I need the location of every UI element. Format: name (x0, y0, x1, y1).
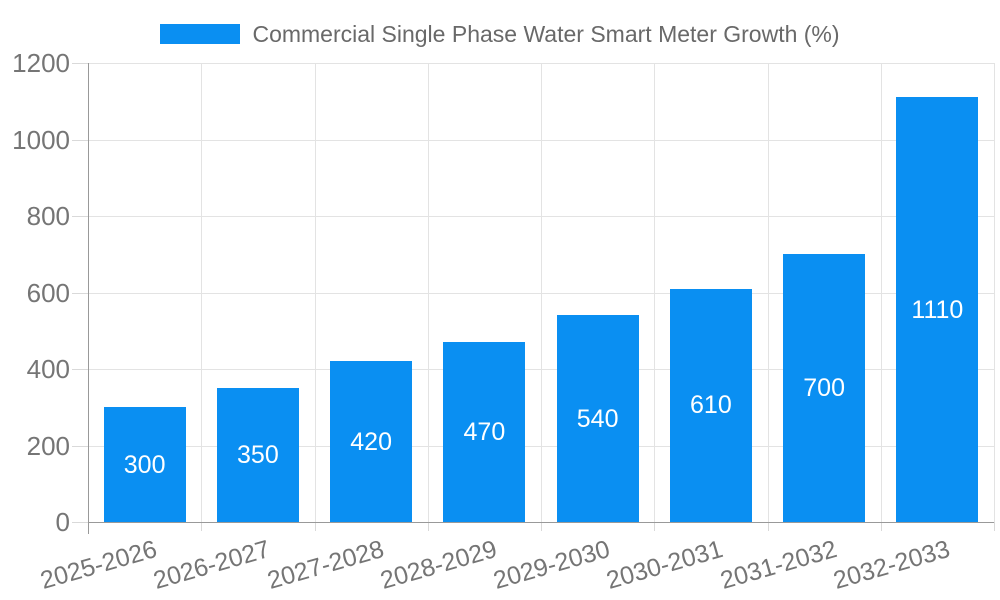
y-tick-label: 800 (26, 201, 70, 231)
y-axis-line (88, 63, 89, 523)
x-category-label: 2027-2028 (263, 535, 387, 595)
bar[interactable]: 350 (216, 388, 299, 522)
legend[interactable]: Commercial Single Phase Water Smart Mete… (0, 22, 1000, 46)
bar-value-label: 700 (803, 374, 845, 403)
x-category-label: 2029-2030 (490, 535, 614, 595)
y-tick-mark (72, 139, 88, 141)
legend-swatch (160, 24, 241, 44)
x-tick-mark (314, 522, 316, 531)
x-tick-mark (541, 522, 542, 531)
bar-value-label: 420 (350, 427, 392, 456)
y-tick-label: 600 (26, 277, 70, 308)
y-tick-label: 1200 (12, 48, 70, 78)
gridline-vertical (654, 63, 656, 522)
x-category-label: 2030-2031 (603, 535, 727, 595)
y-tick-mark (72, 63, 88, 64)
bar[interactable]: 300 (103, 407, 186, 522)
gridline-vertical (880, 63, 882, 522)
x-category-label: 2032-2033 (830, 535, 953, 595)
x-tick-mark (994, 522, 995, 531)
x-axis-line (88, 522, 994, 523)
bar[interactable]: 700 (783, 254, 866, 522)
x-category-label: 2026-2027 (150, 535, 274, 595)
x-tick-mark (767, 522, 769, 531)
y-tick-mark (72, 445, 88, 447)
bar[interactable]: 610 (669, 288, 752, 522)
bar[interactable]: 470 (443, 342, 526, 522)
y-tick-mark (72, 369, 88, 370)
bar-value-label: 350 (237, 441, 279, 470)
x-tick-mark (427, 522, 429, 531)
y-tick-label: 1000 (12, 124, 70, 155)
x-tick-mark (88, 522, 89, 534)
gridline-vertical (201, 63, 203, 522)
gridline-vertical (767, 63, 769, 522)
gridline-vertical (427, 63, 429, 522)
x-tick-mark (201, 522, 203, 531)
gridline-vertical (994, 63, 995, 522)
gridline-vertical (541, 63, 542, 522)
x-category-label: 2025-2026 (37, 535, 161, 595)
bar-value-label: 470 (463, 418, 506, 447)
gridline-vertical (314, 63, 316, 522)
y-tick-mark (72, 292, 88, 294)
x-category-label: 2031-2032 (716, 535, 840, 595)
bar[interactable]: 420 (330, 361, 413, 522)
bar-value-label: 1110 (911, 295, 964, 324)
x-tick-mark (880, 522, 882, 531)
y-tick-label: 200 (26, 430, 70, 461)
legend-label: Commercial Single Phase Water Smart Mete… (252, 21, 840, 47)
bar-value-label: 610 (690, 391, 732, 420)
bar[interactable]: 1110 (896, 97, 979, 522)
bar-value-label: 540 (576, 404, 619, 433)
y-tick-mark (72, 216, 88, 217)
x-category-label: 2028-2029 (377, 535, 500, 595)
bar-value-label: 300 (123, 450, 166, 479)
y-tick-mark (72, 522, 88, 523)
x-tick-mark (654, 522, 656, 531)
bar[interactable]: 540 (556, 315, 639, 522)
y-tick-label: 0 (55, 507, 70, 537)
y-tick-label: 400 (26, 354, 70, 384)
